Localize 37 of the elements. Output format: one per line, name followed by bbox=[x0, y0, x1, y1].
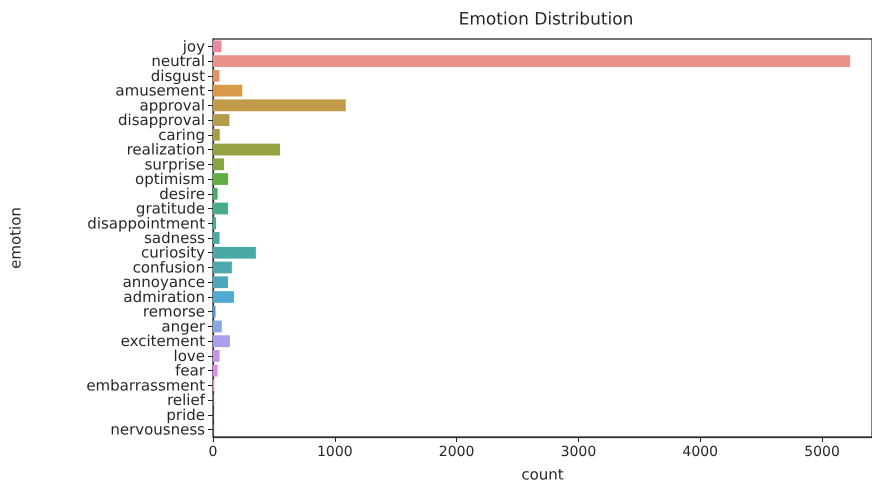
bar bbox=[213, 114, 230, 126]
bar bbox=[213, 276, 228, 288]
bar bbox=[213, 40, 222, 52]
y-tick-label: annoyance bbox=[122, 273, 205, 292]
bar bbox=[213, 188, 218, 200]
bar bbox=[213, 99, 346, 112]
bar bbox=[213, 335, 230, 348]
bar bbox=[213, 262, 232, 274]
x-tick-label: 3000 bbox=[560, 444, 596, 460]
bar bbox=[213, 84, 242, 96]
y-axis-title: emotion bbox=[6, 207, 24, 269]
y-tick-label: joy bbox=[182, 37, 206, 56]
bar bbox=[213, 350, 220, 362]
bar bbox=[213, 144, 280, 156]
bar bbox=[213, 55, 850, 68]
x-axis-title: count bbox=[521, 466, 564, 484]
x-tick-label: 5000 bbox=[804, 444, 840, 460]
bar bbox=[213, 202, 228, 214]
bar bbox=[213, 291, 234, 303]
x-tick-label: 2000 bbox=[438, 444, 474, 460]
chart-title: Emotion Distribution bbox=[458, 10, 634, 30]
bar bbox=[213, 173, 228, 185]
bar bbox=[213, 306, 216, 318]
bar bbox=[213, 128, 220, 141]
bar bbox=[213, 158, 224, 170]
bar bbox=[213, 246, 256, 259]
x-tick-label: 4000 bbox=[682, 444, 718, 460]
x-tick-label: 0 bbox=[208, 444, 218, 460]
bar bbox=[213, 364, 218, 377]
x-tick-label: 1000 bbox=[316, 444, 353, 460]
bar bbox=[213, 70, 220, 82]
y-tick-label: caring bbox=[158, 126, 205, 144]
y-tick-label: disgust bbox=[150, 66, 206, 85]
bar bbox=[213, 217, 216, 230]
bar bbox=[213, 320, 222, 332]
bar bbox=[213, 232, 220, 244]
y-tick-label: approval bbox=[140, 96, 205, 114]
